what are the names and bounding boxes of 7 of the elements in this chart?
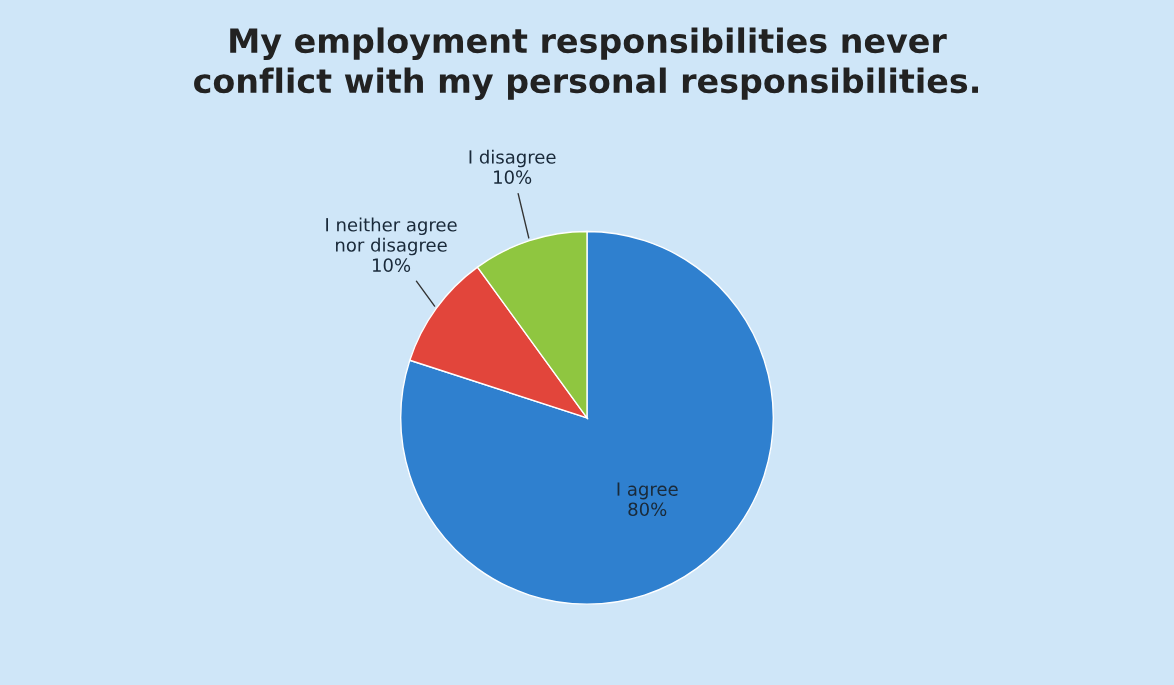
data-label: 10% <box>372 258 411 272</box>
slice-label: I agree <box>617 482 678 500</box>
slice-label: I neither agree nor disagree <box>326 217 457 256</box>
chart-title: My employment responsibilities never conflict with my personal responsibilities. <box>194 27 978 101</box>
slice-label: I disagree <box>469 149 556 168</box>
data-label: 80% <box>628 502 667 517</box>
data-label: 10% <box>494 170 532 184</box>
